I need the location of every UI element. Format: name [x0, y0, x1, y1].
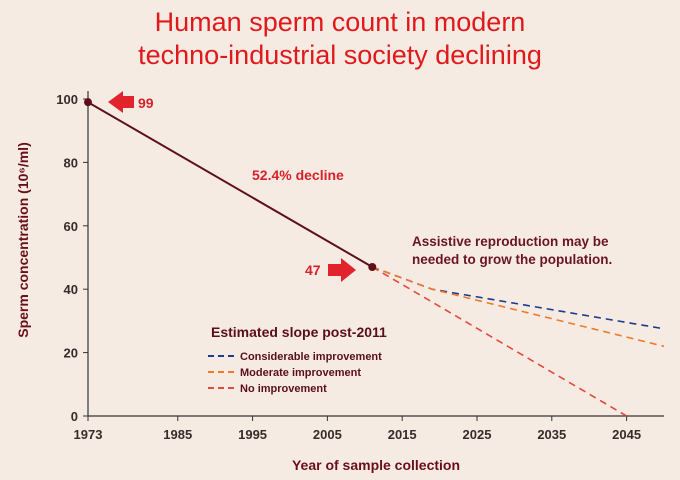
y-tick-label: 20: [64, 346, 78, 361]
series-line-observed: [87, 101, 373, 268]
y-tick-label: 100: [56, 92, 78, 107]
end-point: [368, 263, 377, 272]
chart-axes: 1973 1985 1995 2005 2015 2025 2035 2045 0 20 40 60…: [56, 91, 664, 442]
start-point: [84, 98, 92, 107]
series-layer: [84, 98, 665, 417]
decline-label: 52.4% decline: [252, 167, 344, 183]
legend: Estimated slope post-2011 Considerable i…: [208, 324, 387, 395]
end-value-label: 47: [305, 262, 321, 278]
start-value-label: 99: [138, 95, 154, 111]
x-tick-label: 1985: [163, 427, 192, 442]
x-tick-label: 2025: [463, 427, 492, 442]
chart-title: Human sperm count in modern techno-indus…: [0, 6, 680, 72]
start-arrow-icon: [108, 91, 134, 113]
note-line-2: needed to grow the population.: [412, 252, 612, 267]
legend-label-moderate: Moderate improvement: [240, 367, 361, 379]
x-tick-label: 2015: [388, 427, 417, 442]
x-tick-label: 2005: [313, 427, 342, 442]
legend-title: Estimated slope post-2011: [211, 324, 387, 340]
legend-label-considerable: Considerable improvement: [240, 351, 382, 363]
end-arrow-icon: [328, 258, 356, 282]
legend-label-none: No improvement: [240, 383, 327, 395]
y-tick-label: 80: [64, 155, 78, 170]
x-ticks: 1973 1985 1995 2005 2015 2025 2035 2045: [74, 416, 641, 442]
x-tick-label: 1973: [74, 427, 103, 442]
series-line-considerable-improvement: [372, 266, 665, 330]
y-axis-title: Sperm concentration (10⁶/ml): [15, 142, 31, 338]
y-tick-label: 0: [71, 409, 78, 424]
series-line-no-improvement: [371, 266, 628, 417]
x-tick-label: 1995: [238, 427, 267, 442]
x-axis-title: Year of sample collection: [292, 457, 460, 473]
chart-title-line-2: techno-industrial society declining: [138, 40, 542, 70]
x-tick-label: 2045: [612, 427, 641, 442]
series-line-moderate-improvement: [372, 266, 665, 348]
y-ticks: 0 20 40 60 80 100: [56, 92, 88, 424]
y-tick-label: 60: [64, 219, 78, 234]
chart-title-line-1: Human sperm count in modern: [154, 7, 526, 37]
y-tick-label: 40: [64, 282, 78, 297]
x-tick-label: 2035: [537, 427, 566, 442]
note-line-1: Assistive reproduction may be: [412, 234, 609, 249]
